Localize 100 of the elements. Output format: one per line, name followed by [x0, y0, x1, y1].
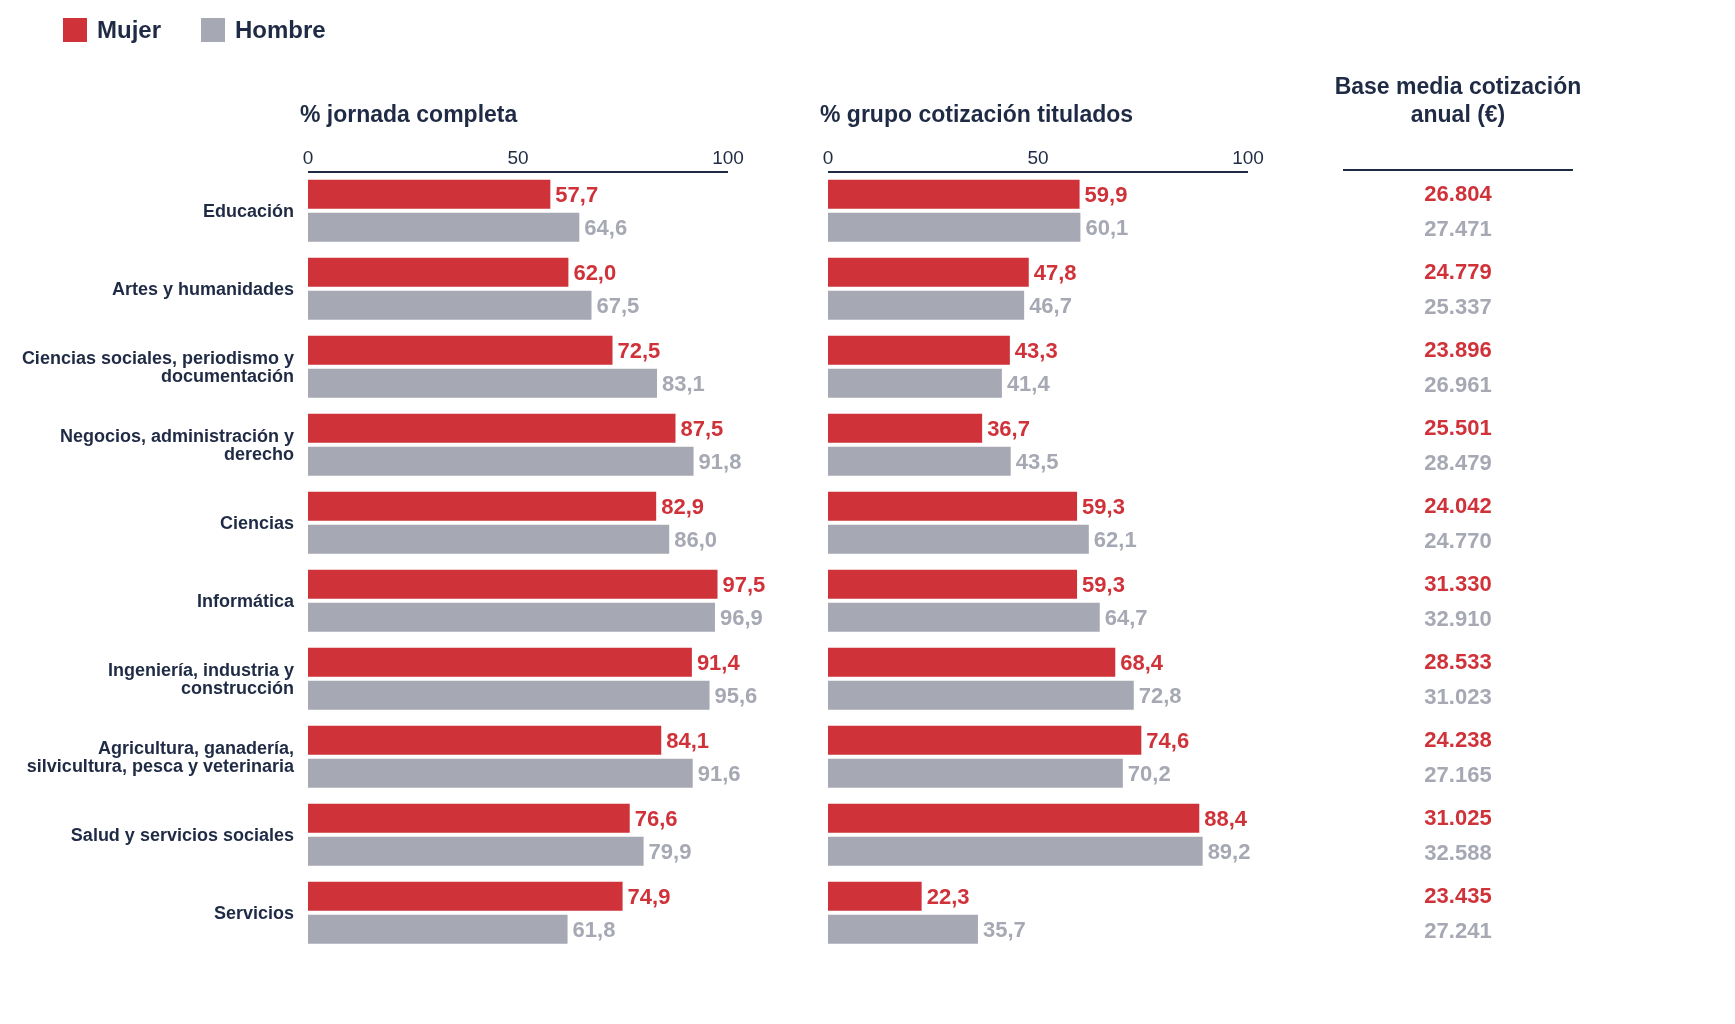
bar	[828, 368, 1002, 398]
y-tick-label: Artes y humanidades	[111, 279, 294, 300]
data-label: 79,9	[648, 839, 692, 865]
bar	[828, 491, 1078, 521]
x-tick-label: 100	[1232, 147, 1264, 168]
data-label: 60,1	[1085, 215, 1129, 241]
chart-title: % jornada completa	[300, 101, 518, 129]
text: 32.588	[1424, 840, 1492, 866]
data-label: 59,3	[1082, 572, 1125, 598]
bar	[308, 368, 658, 398]
text: 25.501	[1424, 414, 1492, 440]
bar	[828, 725, 1142, 755]
data-label: 64,6	[584, 215, 628, 241]
data-label: 70,2	[1127, 761, 1171, 787]
x-tick-label: 50	[1027, 147, 1049, 168]
data-label: 74,6	[1146, 728, 1190, 754]
y-tick-label: Ciencias	[219, 513, 294, 534]
text: 27.165	[1424, 762, 1492, 788]
data-label: 72,8	[1138, 683, 1182, 709]
data-label: 89,2	[1207, 839, 1251, 865]
bar	[308, 446, 694, 476]
y-tick-label: Servicios	[213, 903, 294, 924]
data-label: 88,4	[1204, 806, 1248, 832]
data-label: 61,8	[572, 917, 616, 943]
text: 23.896	[1424, 336, 1492, 362]
bar	[308, 257, 569, 287]
bar	[828, 680, 1134, 710]
bar	[828, 914, 978, 944]
data-label: 62,0	[573, 260, 617, 286]
bar	[308, 881, 623, 911]
bar	[308, 836, 644, 866]
data-label: 57,7	[555, 182, 599, 208]
y-tick-label: Informática	[196, 591, 295, 612]
bar	[308, 290, 592, 320]
chart-title: % grupo cotización titulados	[820, 101, 1134, 129]
bar	[308, 803, 630, 833]
bar	[308, 725, 662, 755]
text: 27.471	[1424, 216, 1492, 242]
data-label: 96,9	[719, 605, 763, 631]
text: 31.330	[1424, 570, 1492, 596]
bar	[828, 413, 983, 443]
bar	[308, 680, 710, 710]
bar	[828, 179, 1080, 209]
bar	[308, 758, 693, 788]
bar	[828, 836, 1203, 866]
bar	[308, 647, 692, 677]
data-label: 41,4	[1006, 371, 1051, 397]
data-label: 95,6	[714, 683, 758, 709]
text: 31.025	[1424, 804, 1492, 830]
data-label: 84,1	[666, 728, 710, 754]
bar	[308, 212, 580, 242]
data-label: 64,7	[1104, 605, 1148, 631]
y-tick-label: Ingeniería, industria y construcción	[107, 660, 294, 699]
bar	[828, 803, 1200, 833]
bar	[308, 413, 676, 443]
text: 24.779	[1424, 258, 1492, 284]
x-tick-label: 100	[712, 147, 744, 168]
bar	[828, 758, 1123, 788]
data-label: 47,8	[1033, 260, 1077, 286]
bar	[308, 914, 568, 944]
data-label: 43,5	[1015, 449, 1059, 475]
text: 26.961	[1424, 372, 1492, 398]
bar	[308, 491, 657, 521]
data-label: 62,1	[1093, 527, 1137, 553]
bar	[308, 524, 670, 554]
text: 24.238	[1424, 726, 1492, 752]
text: 32.910	[1424, 606, 1492, 632]
bar	[828, 524, 1089, 554]
data-label: 76,6	[634, 806, 678, 832]
data-label: 83,1	[662, 371, 705, 397]
bar	[828, 335, 1010, 365]
bar	[828, 290, 1025, 320]
text: Base media cotización anual (€)	[1333, 72, 1583, 129]
legend-label: Mujer	[97, 16, 162, 44]
data-label: 46,7	[1029, 293, 1072, 319]
data-label: 72,5	[617, 338, 661, 364]
text: 23.435	[1424, 882, 1492, 908]
y-tick-label: Ciencias sociales, periodismo y documentación	[21, 348, 294, 387]
data-label: 43,3	[1014, 338, 1058, 364]
bar	[828, 446, 1011, 476]
data-label: 22,3	[926, 884, 970, 910]
bar	[308, 569, 718, 599]
data-label: 97,5	[722, 572, 766, 598]
x-tick-label: 50	[507, 147, 529, 168]
data-label: 91,4	[696, 650, 741, 676]
text: 25.337	[1424, 294, 1492, 320]
bar	[308, 602, 715, 632]
y-tick-label: Salud y servicios sociales	[70, 825, 294, 846]
bar	[828, 881, 922, 911]
text: 24.042	[1424, 492, 1492, 518]
data-label: 59,3	[1082, 494, 1125, 520]
bar	[308, 335, 613, 365]
data-label: 86,0	[674, 527, 718, 553]
data-label: 59,9	[1084, 182, 1128, 208]
bar	[828, 569, 1078, 599]
y-tick-label: Educación	[202, 201, 294, 222]
data-label: 74,9	[627, 884, 671, 910]
x-tick-label: 0	[822, 147, 834, 168]
data-label: 67,5	[596, 293, 640, 319]
data-label: 36,7	[987, 416, 1030, 442]
